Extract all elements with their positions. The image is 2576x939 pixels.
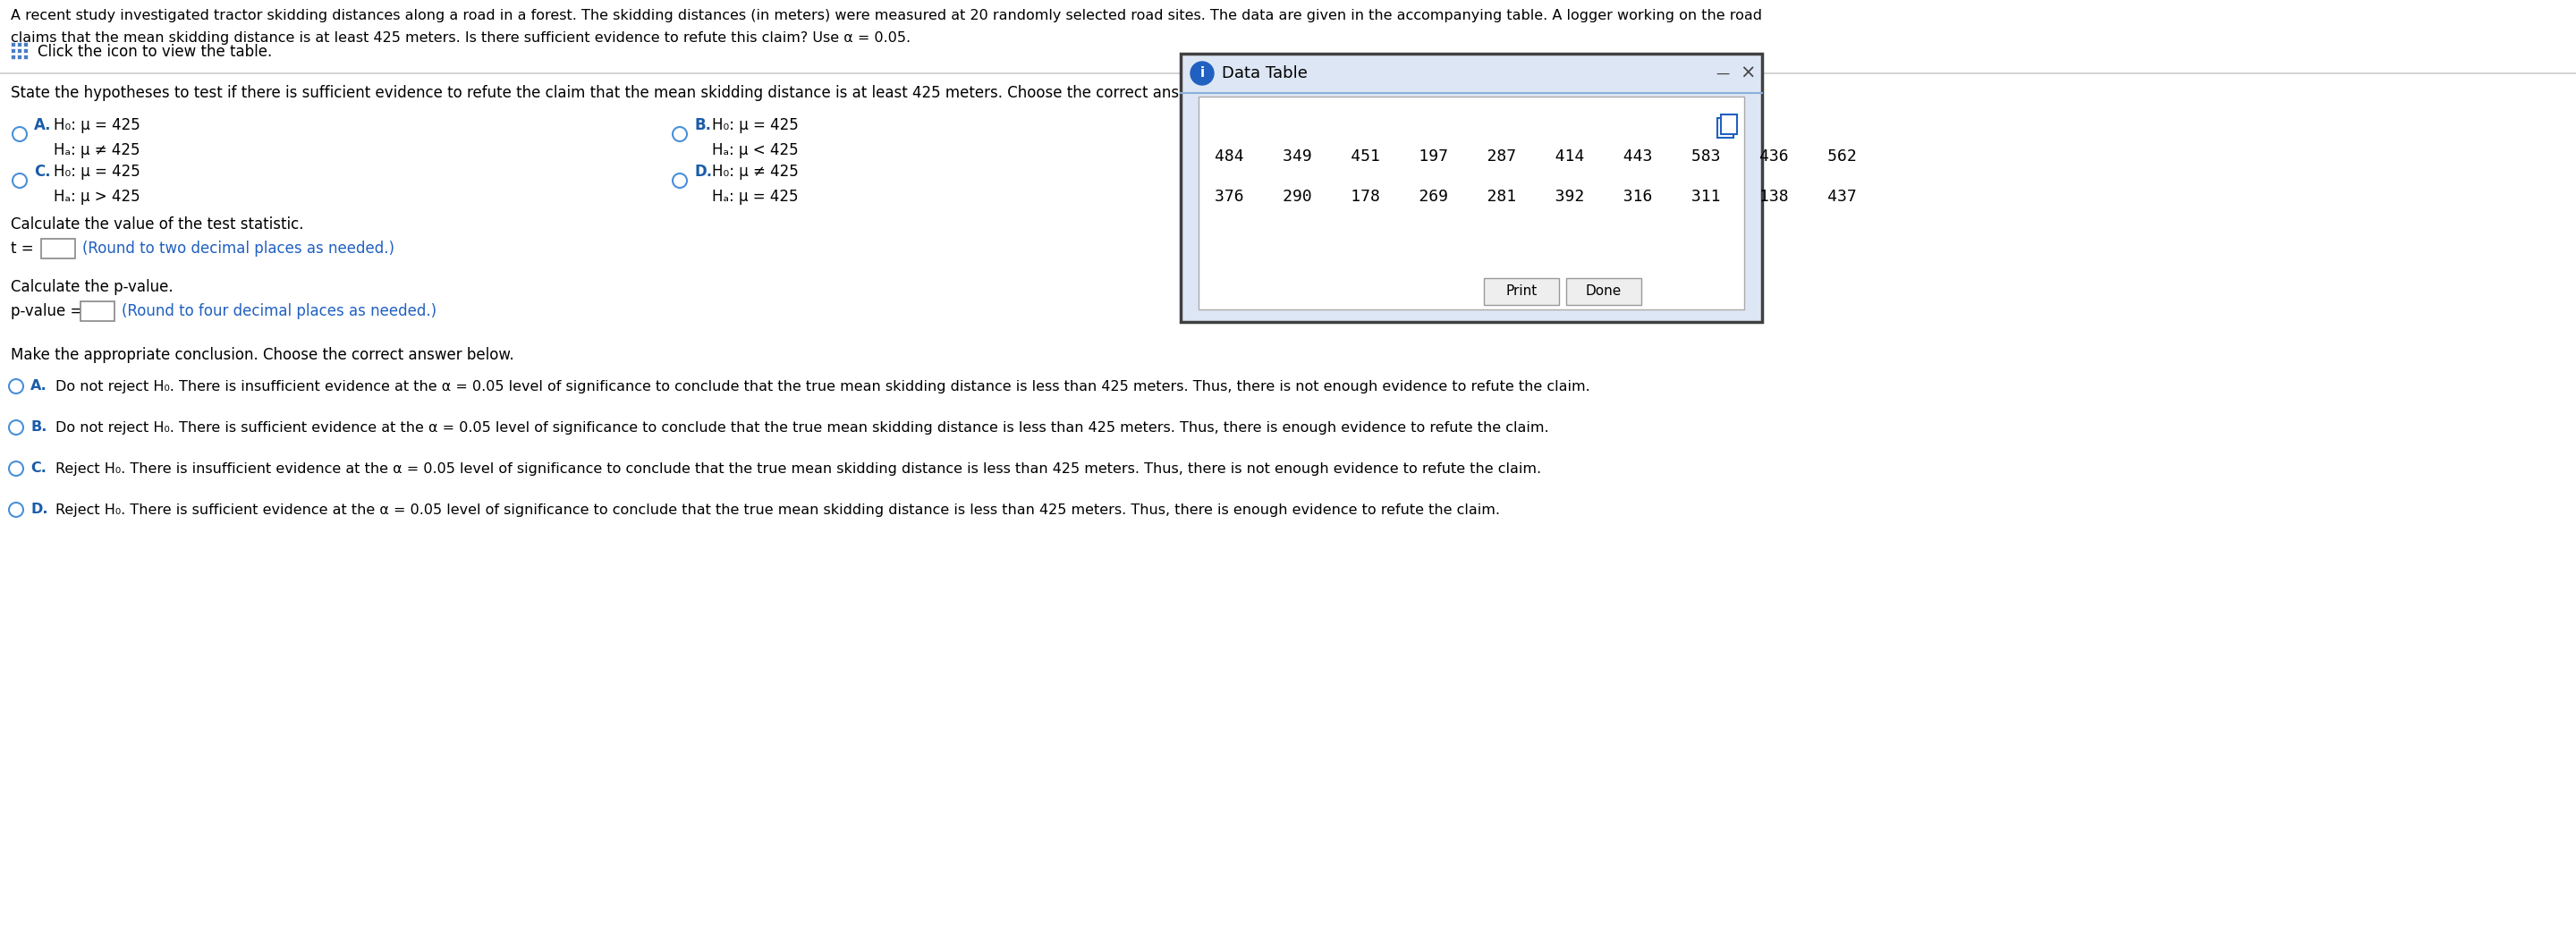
Text: A.: A. xyxy=(31,379,46,393)
Text: ×: × xyxy=(1739,65,1757,83)
Text: Click the icon to view the table.: Click the icon to view the table. xyxy=(39,44,273,60)
Text: D.: D. xyxy=(693,163,711,179)
Text: Make the appropriate conclusion. Choose the correct answer below.: Make the appropriate conclusion. Choose … xyxy=(10,347,515,363)
Text: C.: C. xyxy=(31,462,46,475)
Circle shape xyxy=(672,127,688,141)
Text: B.: B. xyxy=(31,421,46,434)
FancyBboxPatch shape xyxy=(1484,278,1558,305)
FancyBboxPatch shape xyxy=(80,301,113,321)
FancyBboxPatch shape xyxy=(23,42,28,47)
Text: 484    349    451    197    287    414    443    583    436    562: 484 349 451 197 287 414 443 583 436 562 xyxy=(1216,148,1857,164)
Text: p-value =: p-value = xyxy=(10,303,88,319)
Text: Do not reject H₀. There is insufficient evidence at the α = 0.05 level of signif: Do not reject H₀. There is insufficient … xyxy=(57,379,1589,393)
Text: H₀: μ ≠ 425: H₀: μ ≠ 425 xyxy=(711,163,799,179)
FancyBboxPatch shape xyxy=(23,54,28,59)
FancyBboxPatch shape xyxy=(10,54,15,59)
FancyBboxPatch shape xyxy=(1566,278,1641,305)
Text: (Round to four decimal places as needed.): (Round to four decimal places as needed.… xyxy=(121,303,435,319)
Text: Reject H₀. There is sufficient evidence at the α = 0.05 level of significance to: Reject H₀. There is sufficient evidence … xyxy=(57,503,1499,516)
Text: Do not reject H₀. There is sufficient evidence at the α = 0.05 level of signific: Do not reject H₀. There is sufficient ev… xyxy=(57,421,1548,434)
Text: H₀: μ = 425: H₀: μ = 425 xyxy=(711,117,799,133)
FancyBboxPatch shape xyxy=(1721,115,1736,134)
FancyBboxPatch shape xyxy=(1718,118,1734,138)
FancyBboxPatch shape xyxy=(18,48,21,53)
Text: (Round to two decimal places as needed.): (Round to two decimal places as needed.) xyxy=(82,240,394,256)
Text: Print: Print xyxy=(1507,285,1538,299)
Circle shape xyxy=(13,127,26,141)
Circle shape xyxy=(8,421,23,435)
Text: A recent study investigated tractor skidding distances along a road in a forest.: A recent study investigated tractor skid… xyxy=(10,9,1762,23)
Text: claims that the mean skidding distance is at least 425 meters. Is there sufficie: claims that the mean skidding distance i… xyxy=(10,31,912,45)
Circle shape xyxy=(13,174,26,188)
Text: —: — xyxy=(1716,67,1728,80)
Text: Hₐ: μ > 425: Hₐ: μ > 425 xyxy=(54,189,139,205)
Circle shape xyxy=(672,174,688,188)
FancyBboxPatch shape xyxy=(23,48,28,53)
FancyBboxPatch shape xyxy=(1198,97,1744,310)
Text: i: i xyxy=(1200,67,1206,80)
Text: Hₐ: μ < 425: Hₐ: μ < 425 xyxy=(711,142,799,159)
Circle shape xyxy=(8,502,23,516)
Text: B.: B. xyxy=(693,117,711,133)
Text: C.: C. xyxy=(33,163,52,179)
FancyBboxPatch shape xyxy=(41,239,75,258)
FancyBboxPatch shape xyxy=(18,42,21,47)
FancyBboxPatch shape xyxy=(10,48,15,53)
Text: Hₐ: μ ≠ 425: Hₐ: μ ≠ 425 xyxy=(54,142,139,159)
Text: Calculate the value of the test statistic.: Calculate the value of the test statisti… xyxy=(10,216,304,233)
Text: A.: A. xyxy=(33,117,52,133)
Text: 376    290    178    269    281    392    316    311    138    437: 376 290 178 269 281 392 316 311 138 437 xyxy=(1216,189,1857,205)
Text: Hₐ: μ = 425: Hₐ: μ = 425 xyxy=(711,189,799,205)
Text: H₀: μ = 425: H₀: μ = 425 xyxy=(54,117,139,133)
Text: Calculate the p-value.: Calculate the p-value. xyxy=(10,279,173,295)
Text: State the hypotheses to test if there is sufficient evidence to refute the claim: State the hypotheses to test if there is… xyxy=(10,85,1260,101)
Text: D.: D. xyxy=(31,503,49,516)
FancyBboxPatch shape xyxy=(1180,54,1762,322)
Text: Reject H₀. There is insufficient evidence at the α = 0.05 level of significance : Reject H₀. There is insufficient evidenc… xyxy=(57,462,1540,475)
FancyBboxPatch shape xyxy=(10,42,15,47)
Circle shape xyxy=(1190,62,1213,85)
Circle shape xyxy=(8,461,23,476)
Text: Data Table: Data Table xyxy=(1221,66,1309,82)
Text: t =: t = xyxy=(10,240,39,256)
Text: Done: Done xyxy=(1587,285,1623,299)
Text: H₀: μ = 425: H₀: μ = 425 xyxy=(54,163,139,179)
FancyBboxPatch shape xyxy=(18,54,21,59)
Circle shape xyxy=(8,379,23,393)
